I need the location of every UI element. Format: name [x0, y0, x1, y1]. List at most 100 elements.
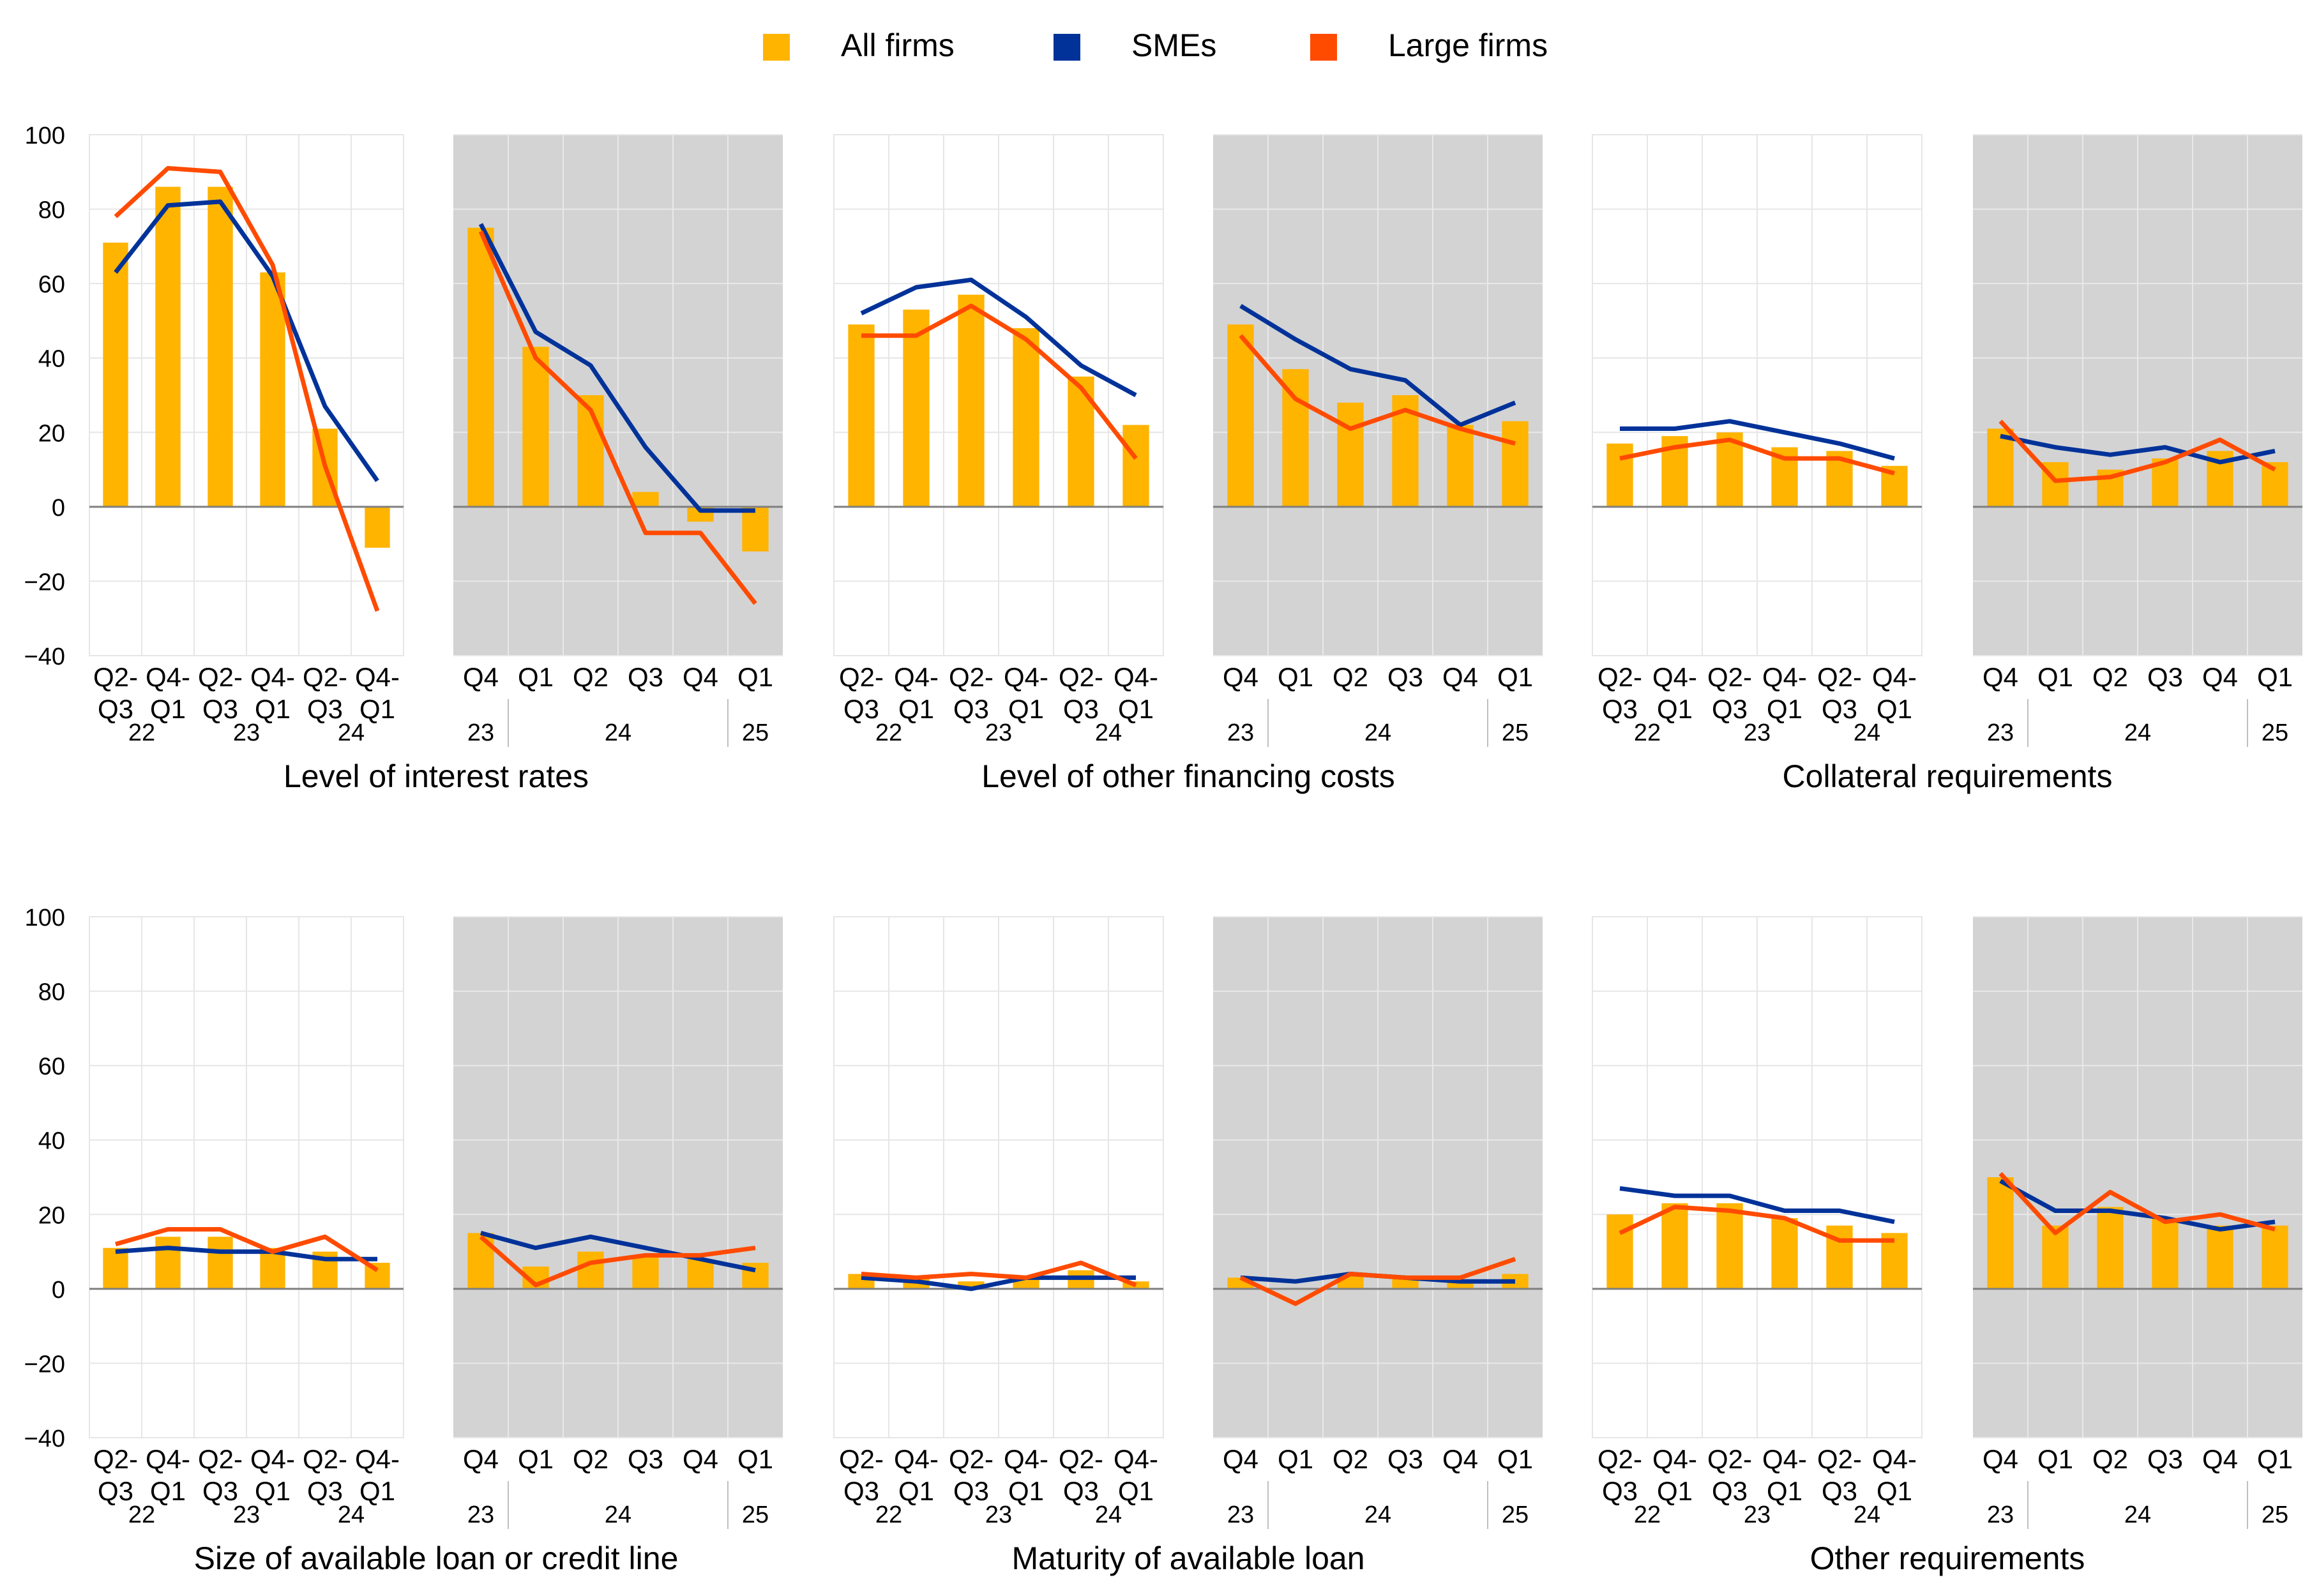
- panel-title: Level of other financing costs: [981, 758, 1395, 794]
- x-tick-label-line: Q2-: [1707, 662, 1752, 692]
- bar-all-firms: [632, 1255, 659, 1289]
- x-tick-label: Q2-Q3: [198, 1444, 243, 1506]
- line-smes: [860, 277, 1137, 398]
- point-large-firms: [969, 304, 973, 308]
- y-tick-label: 20: [38, 1202, 65, 1229]
- point-smes: [1513, 401, 1517, 405]
- x-tick-label: Q4-Q1: [355, 1444, 400, 1506]
- x-tick-label: Q1: [518, 662, 554, 692]
- point-smes: [914, 1279, 918, 1283]
- point-large-firms: [1079, 1261, 1083, 1265]
- x-year-label: 24: [1854, 719, 1880, 746]
- point-large-firms: [1618, 456, 1622, 460]
- x-tick-label: Q2-Q3: [949, 1444, 993, 1506]
- bar-all-firms: [1987, 1177, 2014, 1289]
- x-tick-label: Q1: [2257, 1444, 2293, 1474]
- legend-label-0: All firms: [841, 27, 955, 63]
- point-large-firms: [166, 1228, 170, 1231]
- x-tick-label-line: Q3: [98, 694, 133, 724]
- x-tick-label: Q4: [1442, 662, 1478, 692]
- point-large-firms: [859, 334, 863, 338]
- x-tick-label-line: Q2-: [198, 1444, 243, 1474]
- x-year-label: 25: [742, 1502, 769, 1528]
- x-tick-label-line: Q4-: [1652, 1444, 1697, 1474]
- x-tick-label-line: Q2-: [1817, 1444, 1862, 1474]
- x-tick-label: Q4-Q1: [146, 1444, 190, 1506]
- x-tick-label: Q4-Q1: [1652, 662, 1697, 724]
- point-smes: [644, 446, 647, 449]
- x-tick-label-line: Q2-: [949, 662, 993, 692]
- x-tick-label: Q4-Q1: [355, 662, 400, 724]
- x-tick-label: Q1: [2037, 1444, 2073, 1474]
- line-large-firms: [1619, 1205, 1894, 1243]
- point-smes: [1892, 1220, 1896, 1224]
- point-smes: [1838, 1208, 1841, 1212]
- x-tick-label-line: Q4-: [250, 1444, 295, 1474]
- point-large-firms: [2218, 438, 2222, 442]
- x-tick-label-line: Q1: [1767, 694, 1802, 724]
- legend-label-2: Large firms: [1388, 27, 1548, 63]
- point-smes: [218, 200, 222, 204]
- x-year-label: 23: [985, 719, 1012, 746]
- x-tick-label-line: Q1: [1877, 694, 1912, 724]
- x-tick-label: Q1: [1497, 1444, 1533, 1474]
- point-large-firms: [753, 601, 757, 605]
- x-tick-label: Q4-Q1: [1004, 1444, 1048, 1506]
- point-smes: [1783, 430, 1786, 434]
- x-tick-label: Q2: [2092, 1444, 2128, 1474]
- point-smes: [1783, 1208, 1786, 1212]
- point-large-firms: [323, 1235, 327, 1238]
- x-tick-label-line: Q1: [1877, 1476, 1912, 1506]
- x-tick-label: Q4: [1983, 662, 2018, 692]
- x-tick-label-line: Q4-: [894, 1444, 939, 1474]
- bar-all-firms: [103, 1247, 128, 1289]
- point-smes: [1079, 1276, 1083, 1279]
- point-smes: [166, 1246, 170, 1250]
- line-large-firms: [478, 230, 757, 605]
- y-tick-label: 40: [38, 346, 65, 373]
- x-tick-label-line: Q3: [953, 694, 989, 724]
- line-large-firms: [1239, 1256, 1516, 1306]
- line-smes: [478, 223, 755, 513]
- line-large-firms: [115, 1227, 379, 1272]
- point-large-firms: [1728, 438, 1732, 442]
- bar-all-firms: [1771, 1218, 1798, 1289]
- x-tick-label-line: Q4-: [1114, 662, 1158, 692]
- point-smes: [969, 1287, 973, 1291]
- x-tick-label-line: Q1: [1118, 1476, 1154, 1506]
- x-tick-label-line: Q2-: [839, 662, 884, 692]
- y-tick-label: −20: [24, 569, 65, 596]
- point-smes: [323, 1257, 327, 1261]
- x-tick-label: Q4-Q1: [1762, 662, 1807, 724]
- x-tick-label-line: Q4-: [1652, 662, 1697, 692]
- point-large-firms: [218, 1228, 222, 1231]
- bar-all-firms: [1122, 425, 1149, 507]
- bar-all-firms: [1987, 428, 2014, 507]
- point-large-firms: [479, 1235, 483, 1238]
- x-tick-label-line: Q4-: [355, 662, 400, 692]
- bar-all-firms: [848, 324, 875, 507]
- x-tick-label-line: Q3: [953, 1476, 989, 1506]
- x-tick-label-line: Q3: [1602, 694, 1638, 724]
- bar-all-firms: [1227, 324, 1254, 507]
- x-tick-label-line: Q1: [1008, 1476, 1044, 1506]
- y-tick-label: 40: [38, 1128, 65, 1155]
- x-year-label: 24: [2124, 1502, 2151, 1528]
- bar-all-firms: [903, 309, 930, 507]
- point-smes: [2163, 446, 2167, 449]
- point-large-firms: [1783, 1216, 1786, 1220]
- point-smes: [914, 285, 918, 289]
- x-year-label: 23: [1744, 719, 1771, 746]
- point-smes: [1673, 1194, 1677, 1198]
- x-tick-label-line: Q1: [150, 1476, 186, 1506]
- bar-all-firms: [1502, 421, 1529, 507]
- x-tick-label: Q3: [1387, 1444, 1423, 1474]
- x-tick-label-line: Q2-: [93, 662, 138, 692]
